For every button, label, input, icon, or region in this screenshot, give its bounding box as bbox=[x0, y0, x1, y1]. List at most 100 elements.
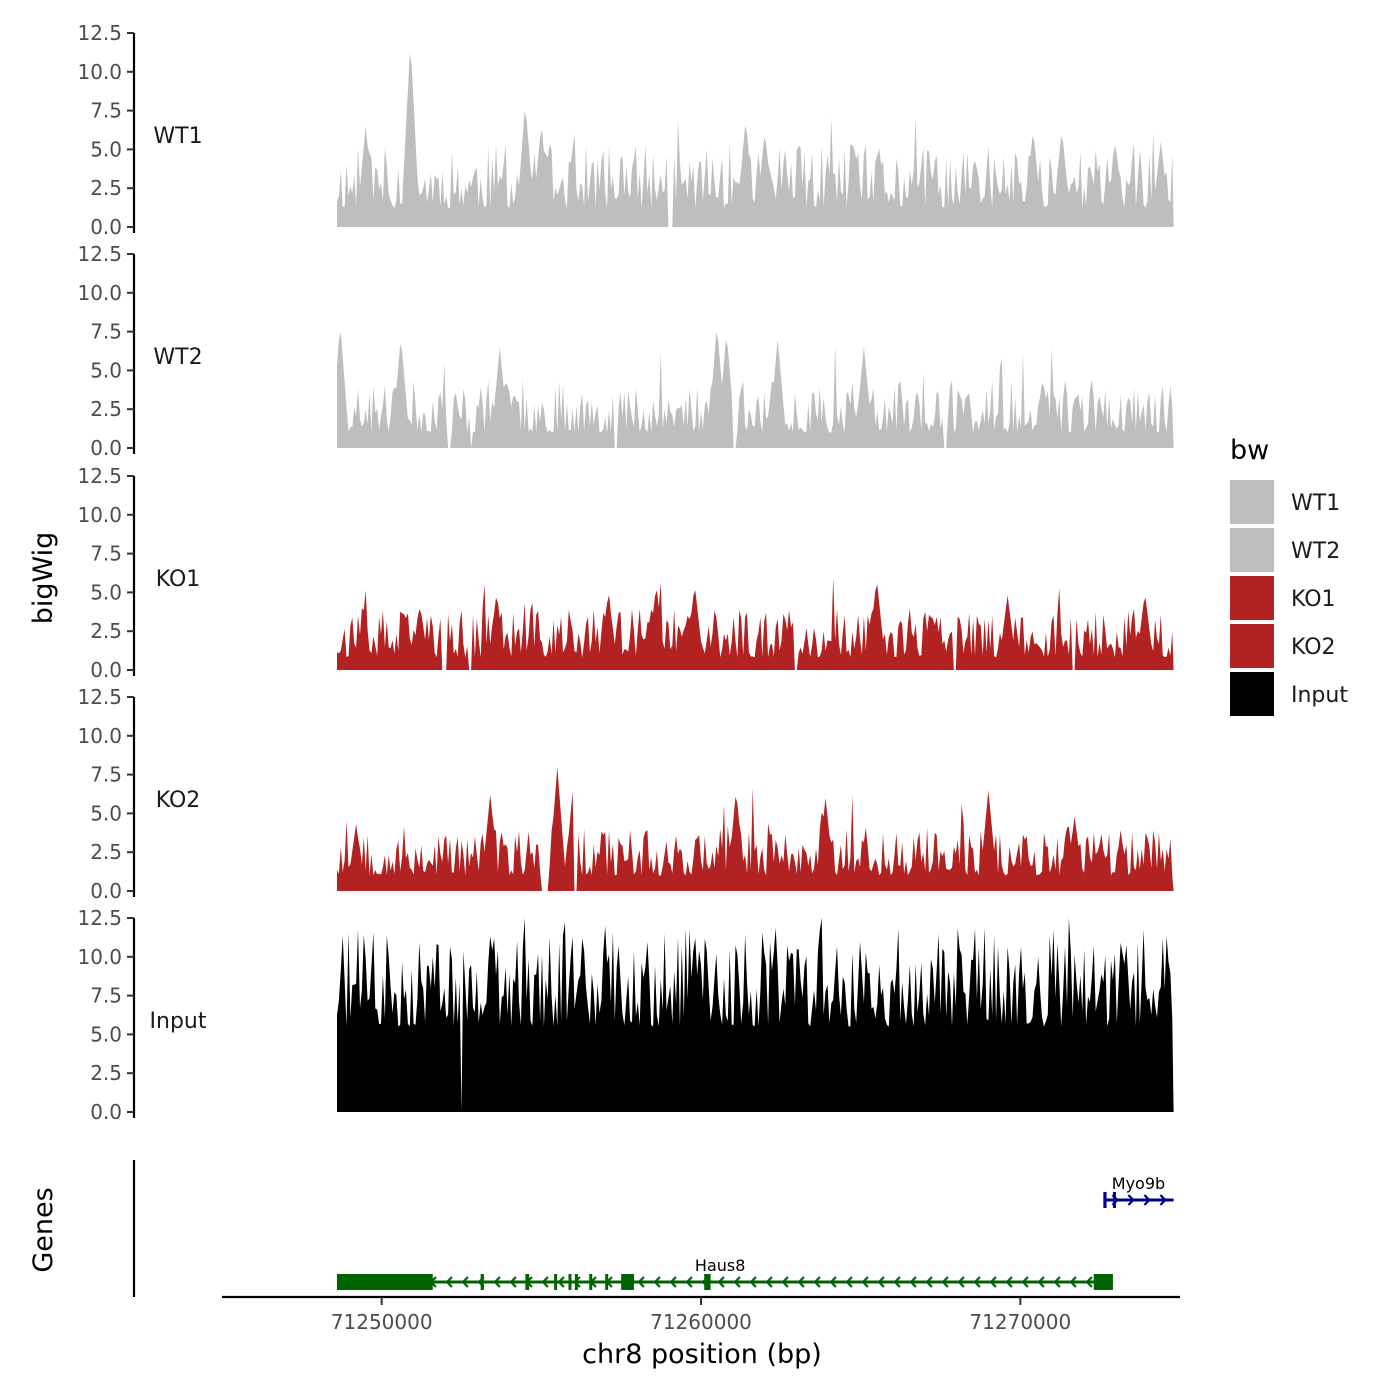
y-tick-label: 5.0 bbox=[90, 1022, 122, 1046]
y-tick-label: 7.5 bbox=[90, 763, 122, 787]
track-ko1: 0.0 2.5 5.0 7.5 10.0 12.5 KO1 bbox=[77, 464, 1174, 682]
x-axis: 71250000 71260000 71270000 bbox=[222, 1295, 1180, 1334]
strand-arrow bbox=[989, 1276, 997, 1288]
strand-arrow bbox=[637, 1276, 645, 1288]
signal-area-ko2 bbox=[337, 766, 1174, 891]
gene-myo9b: Myo9b bbox=[1103, 1174, 1174, 1208]
legend-item-input: Input bbox=[1230, 672, 1348, 716]
strand-arrow bbox=[1085, 1276, 1093, 1288]
strand-arrow bbox=[1005, 1276, 1013, 1288]
gene-label: Haus8 bbox=[695, 1256, 746, 1275]
track-input: 0.0 2.5 5.0 7.5 10.0 12.5 Input bbox=[77, 906, 1174, 1124]
exon bbox=[336, 1274, 433, 1290]
strand-arrow bbox=[1037, 1276, 1045, 1288]
legend-item-ko1: KO1 bbox=[1230, 576, 1336, 620]
signal-area-ko1 bbox=[337, 577, 1174, 670]
strand-arrow bbox=[749, 1276, 757, 1288]
y-tick-label: 12.5 bbox=[77, 685, 122, 709]
legend-swatch bbox=[1230, 672, 1274, 716]
legend-label: Input bbox=[1291, 683, 1348, 708]
legend-label: WT1 bbox=[1291, 491, 1340, 516]
strand-arrow bbox=[541, 1276, 549, 1288]
track-label: WT1 bbox=[153, 124, 202, 149]
track-label: Input bbox=[150, 1009, 207, 1034]
y-axis-title-genes: Genes bbox=[28, 1187, 59, 1272]
signal-area-wt2 bbox=[337, 332, 1174, 448]
y-tick-label: 2.5 bbox=[90, 619, 122, 643]
strand-arrow bbox=[765, 1276, 773, 1288]
track-label: WT2 bbox=[153, 345, 202, 370]
strand-arrow bbox=[461, 1276, 469, 1288]
strand-arrow bbox=[829, 1276, 837, 1288]
gene-haus8: Haus8 bbox=[336, 1256, 1113, 1290]
y-tick-label: 10.0 bbox=[77, 60, 122, 84]
y-tick-label: 0.0 bbox=[90, 215, 122, 239]
strand-arrow bbox=[493, 1276, 501, 1288]
x-tick-label: 71270000 bbox=[969, 1310, 1071, 1334]
strand-arrow bbox=[653, 1276, 661, 1288]
legend-label: KO1 bbox=[1291, 587, 1336, 612]
strand-arrow bbox=[509, 1276, 517, 1288]
x-tick-label: 71260000 bbox=[650, 1310, 752, 1334]
genes-panel: Myo9b Haus8 bbox=[132, 1160, 1174, 1297]
y-tick-label: 12.5 bbox=[77, 906, 122, 930]
strand-arrow bbox=[861, 1276, 869, 1288]
y-tick-label: 10.0 bbox=[77, 945, 122, 969]
y-tick-label: 2.5 bbox=[90, 840, 122, 864]
y-tick-label: 10.0 bbox=[77, 724, 122, 748]
y-tick-label: 0.0 bbox=[90, 1100, 122, 1124]
strand-arrow bbox=[973, 1276, 981, 1288]
strand-arrow bbox=[1143, 1194, 1151, 1206]
signal-area-input bbox=[337, 918, 1174, 1112]
y-tick-label: 12.5 bbox=[77, 464, 122, 488]
gene-label: Myo9b bbox=[1112, 1174, 1165, 1193]
strand-arrow bbox=[797, 1276, 805, 1288]
track-label: KO2 bbox=[156, 788, 201, 813]
strand-arrow bbox=[941, 1276, 949, 1288]
exon bbox=[621, 1274, 634, 1290]
y-tick-label: 2.5 bbox=[90, 397, 122, 421]
track-wt1: 0.0 2.5 5.0 7.5 10.0 12.5 WT1 bbox=[77, 21, 1174, 239]
y-tick-label: 0.0 bbox=[90, 436, 122, 460]
exon bbox=[574, 1274, 578, 1290]
y-tick-label: 12.5 bbox=[77, 242, 122, 266]
exon bbox=[589, 1274, 593, 1290]
strand-arrow bbox=[1159, 1194, 1167, 1206]
exon bbox=[525, 1274, 530, 1290]
exon bbox=[480, 1274, 484, 1290]
track-ko2: 0.0 2.5 5.0 7.5 10.0 12.5 KO2 bbox=[77, 685, 1174, 903]
strand-arrow bbox=[445, 1276, 453, 1288]
y-tick-label: 7.5 bbox=[90, 320, 122, 344]
exon bbox=[1103, 1192, 1107, 1208]
y-tick-label: 0.0 bbox=[90, 658, 122, 682]
exon bbox=[704, 1274, 711, 1290]
strand-arrow bbox=[813, 1276, 821, 1288]
legend-label: WT2 bbox=[1291, 539, 1340, 564]
strand-arrow bbox=[685, 1276, 693, 1288]
y-tick-label: 5.0 bbox=[90, 580, 122, 604]
y-tick-label: 7.5 bbox=[90, 99, 122, 123]
y-tick-label: 5.0 bbox=[90, 137, 122, 161]
strand-arrow bbox=[893, 1276, 901, 1288]
y-tick-label: 12.5 bbox=[77, 21, 122, 45]
exon bbox=[605, 1274, 609, 1290]
track-wt2: 0.0 2.5 5.0 7.5 10.0 12.5 WT2 bbox=[77, 242, 1174, 460]
strand-arrow bbox=[1021, 1276, 1029, 1288]
y-tick-label: 7.5 bbox=[90, 984, 122, 1008]
y-tick-label: 2.5 bbox=[90, 1061, 122, 1085]
strand-arrow bbox=[925, 1276, 933, 1288]
strand-arrow bbox=[957, 1276, 965, 1288]
y-tick-label: 10.0 bbox=[77, 281, 122, 305]
strand-arrow bbox=[781, 1276, 789, 1288]
bigwig-tracks: 0.0 2.5 5.0 7.5 10.0 12.5 WT1 0.0 2.5 5.0 7.5 10.0 1… bbox=[77, 21, 1174, 1124]
strand-arrow bbox=[669, 1276, 677, 1288]
legend-swatch bbox=[1230, 528, 1274, 572]
legend-swatch bbox=[1230, 480, 1274, 524]
y-tick-label: 7.5 bbox=[90, 542, 122, 566]
track-label: KO1 bbox=[156, 567, 201, 592]
signal-area-wt1 bbox=[337, 53, 1174, 228]
exon bbox=[1093, 1274, 1113, 1290]
strand-arrow bbox=[877, 1276, 885, 1288]
legend-item-wt2: WT2 bbox=[1230, 528, 1340, 572]
